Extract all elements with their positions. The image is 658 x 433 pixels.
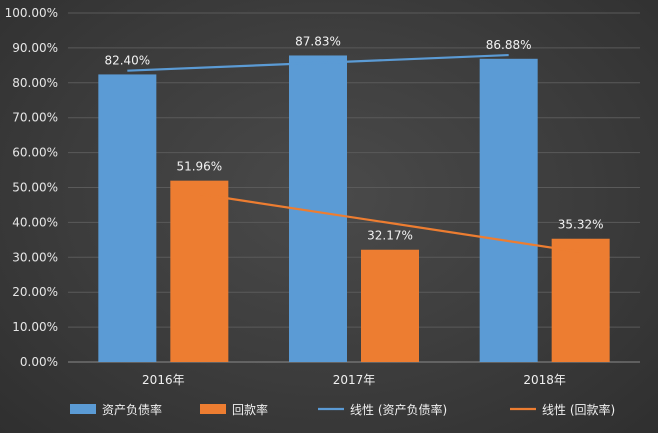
y-tick-label: 20.00% xyxy=(12,285,58,299)
data-label: 87.83% xyxy=(295,34,341,48)
data-label: 82.40% xyxy=(104,53,150,67)
bar-collection-rate xyxy=(361,249,419,362)
y-tick-label: 50.00% xyxy=(12,181,58,195)
bar-collection-rate xyxy=(551,238,610,362)
legend-collection-rate-label: 回款率 xyxy=(232,402,268,417)
y-tick-label: 30.00% xyxy=(12,250,58,264)
legend-debt-ratio-swatch xyxy=(70,404,96,414)
y-tick-label: 10.00% xyxy=(12,320,58,334)
bar-debt-ratio xyxy=(479,58,538,363)
bar-debt-ratio xyxy=(98,74,157,362)
legend-trend-debt-ratio-label: 线性 (资产负债率) xyxy=(350,402,447,417)
legend-trend-collection-rate-label: 线性 (回款率) xyxy=(542,402,615,417)
x-category-label: 2016年 xyxy=(142,373,185,387)
data-label: 35.32% xyxy=(558,218,604,232)
y-tick-label: 40.00% xyxy=(12,215,58,229)
x-category-label: 2017年 xyxy=(333,373,376,387)
data-label: 51.96% xyxy=(176,160,222,174)
legend-debt-ratio-label: 资产负债率 xyxy=(102,402,162,417)
trendline-collection-rate xyxy=(199,192,581,254)
y-tick-label: 80.00% xyxy=(12,76,58,90)
bar-collection-rate xyxy=(170,180,229,362)
data-label: 86.88% xyxy=(486,38,532,52)
y-tick-label: 70.00% xyxy=(12,111,58,125)
y-tick-label: 0.00% xyxy=(20,355,58,369)
x-category-label: 2018年 xyxy=(523,373,566,387)
y-tick-label: 60.00% xyxy=(12,146,58,160)
legend-collection-rate-swatch xyxy=(200,404,226,414)
trendline-debt-ratio xyxy=(127,53,509,72)
y-tick-label: 100.00% xyxy=(5,6,58,20)
data-label: 32.17% xyxy=(367,229,413,243)
y-tick-label: 90.00% xyxy=(12,41,58,55)
